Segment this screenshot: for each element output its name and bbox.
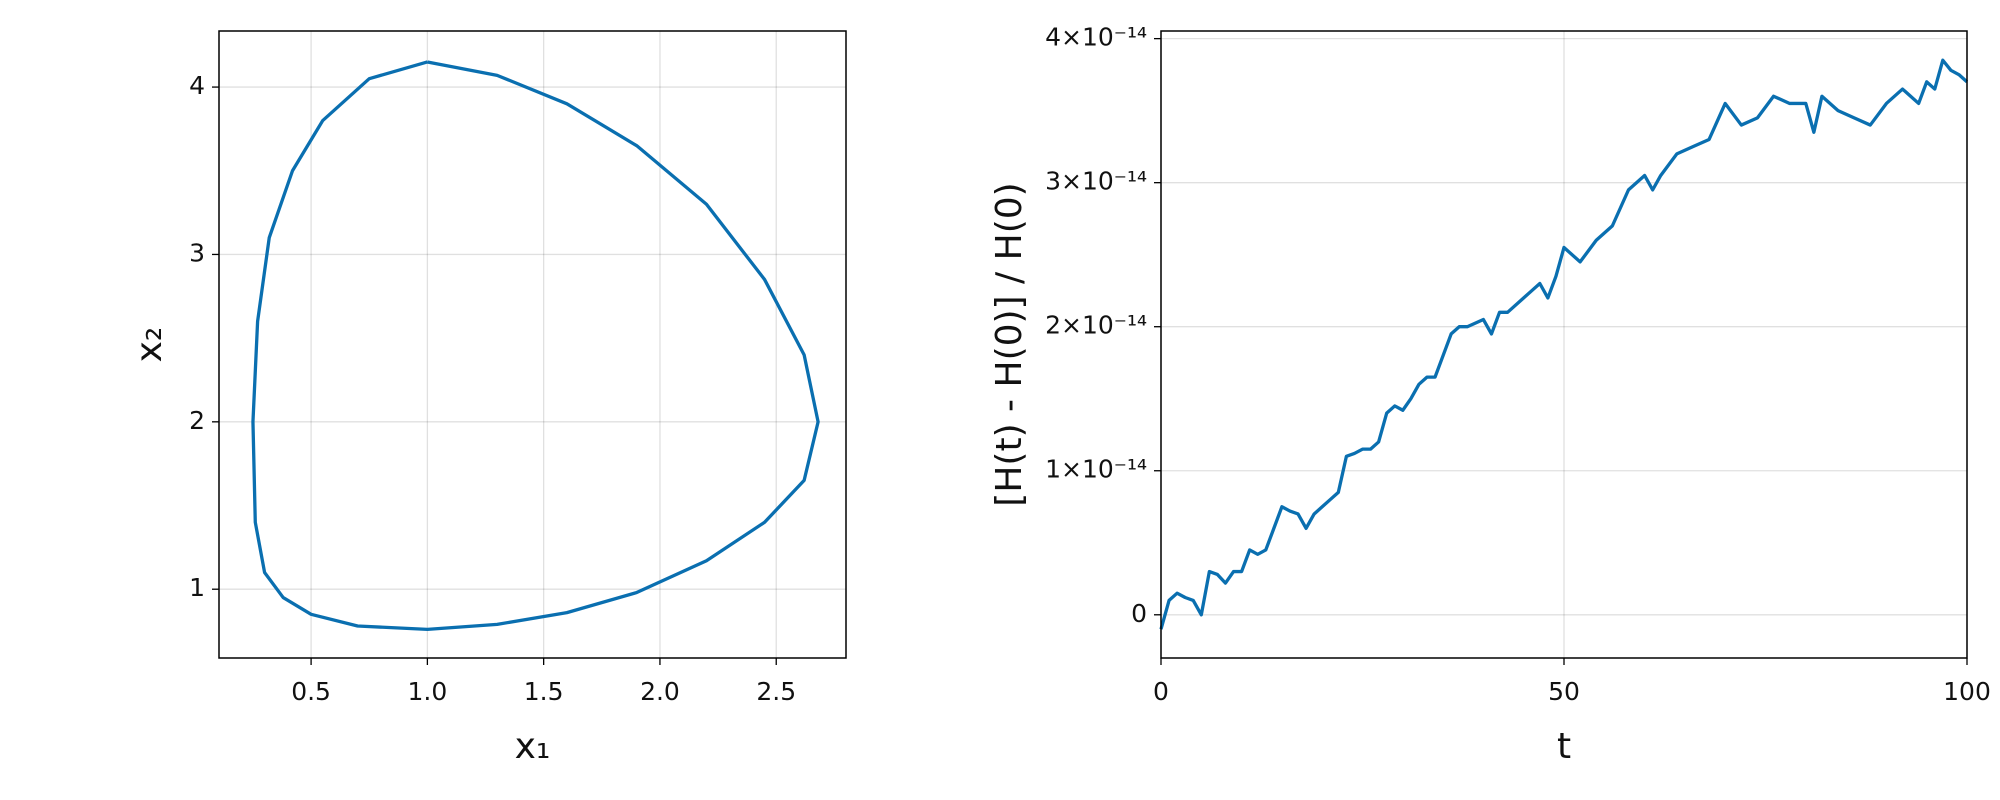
plot-frame xyxy=(1160,30,1968,659)
x-tick-label: 1.5 xyxy=(524,677,564,706)
x-tick-label: 2.0 xyxy=(640,677,680,706)
data-line xyxy=(1159,58,1969,630)
y-tick-label: 3 xyxy=(189,238,205,267)
x-tick-label: 0 xyxy=(1153,677,1169,706)
y-tick-label: 2 xyxy=(189,406,205,435)
y-axis-label: x₂ xyxy=(129,327,170,363)
data-line xyxy=(251,60,820,632)
y-tick-label: 4×10⁻¹⁴ xyxy=(1045,23,1147,52)
y-tick-label: 3×10⁻¹⁴ xyxy=(1045,167,1147,196)
x-axis-label: t xyxy=(1557,726,1571,767)
y-tick-label: 1 xyxy=(189,573,205,602)
y-tick-label: 1×10⁻¹⁴ xyxy=(1045,455,1147,484)
x-tick-label: 2.5 xyxy=(756,677,796,706)
x-tick-label: 100 xyxy=(1943,677,1991,706)
x-tick-label: 50 xyxy=(1548,677,1580,706)
x-tick-label: 1.0 xyxy=(407,677,447,706)
y-tick-label: 4 xyxy=(189,71,205,100)
x-axis-label: x₁ xyxy=(515,726,551,767)
y-axis-label: [H(t) - H(0)] / H(0) xyxy=(989,182,1030,506)
y-tick-label: 2×10⁻¹⁴ xyxy=(1045,311,1147,340)
plot-frame xyxy=(218,30,847,659)
y-tick-label: 0 xyxy=(1131,599,1147,628)
x-tick-label: 0.5 xyxy=(291,677,331,706)
